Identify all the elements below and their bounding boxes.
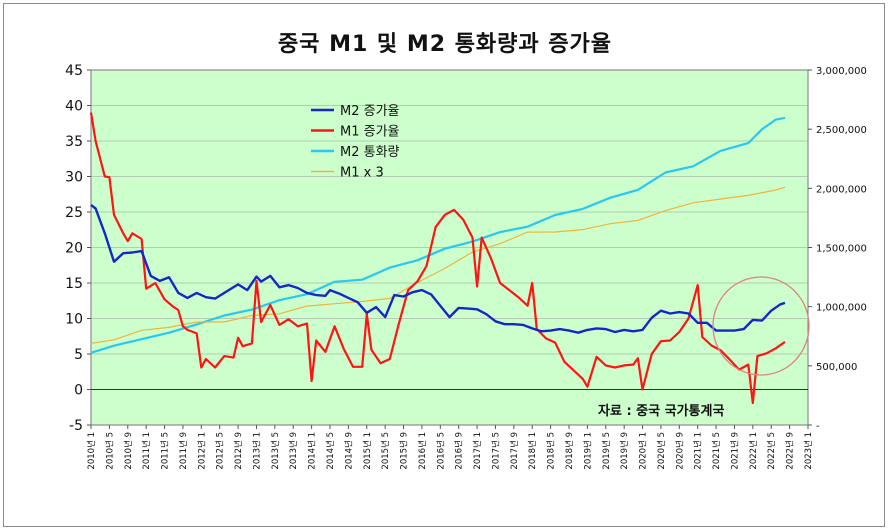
x-tick-label: 2018년 5 (546, 432, 557, 470)
x-tick-label: 2010년 1 (86, 432, 97, 470)
x-tick-label: 2023년 1 (803, 432, 814, 470)
y-right-tick-label: - (816, 421, 820, 432)
x-tick-label: 2011년 1 (141, 432, 152, 470)
y-right-tick-label: 2,500,000 (816, 125, 867, 136)
x-tick-label: 2021년 1 (693, 432, 704, 470)
x-tick-label: 2013년 1 (251, 432, 262, 470)
x-tick-label: 2011년 5 (160, 432, 171, 470)
highlight-circle (712, 276, 810, 376)
x-tick-label: 2012년 1 (196, 432, 207, 470)
y-left-tick-label: 35 (65, 134, 83, 150)
x-tick-label: 2020년 5 (656, 432, 667, 470)
x-tick-label: 2022년 5 (766, 432, 777, 470)
legend-label: M2 통화량 (340, 145, 400, 160)
y-right-tick-label: 2,000,000 (816, 184, 867, 195)
x-tick-label: 2012년 9 (233, 432, 244, 470)
y-right-tick-label: 1,000,000 (816, 303, 867, 314)
x-tick-label: 2016년 5 (435, 432, 446, 470)
axes: 45 40 35 30 25 20 15 10 5 0 -5 3,000,000 2,500,000 2,… (65, 63, 867, 470)
x-tick-label: 2022년 1 (748, 432, 759, 470)
y-right-tick-label: 3,000,000 (816, 66, 867, 77)
series-lines (89, 112, 786, 405)
y-left-tick-label: -5 (69, 418, 83, 434)
series-line-3 (89, 112, 786, 405)
y-left-tick-label: 40 (65, 99, 83, 115)
x-tick-label: 2019년 9 (619, 432, 630, 470)
x-tick-label: 2013년 9 (288, 432, 299, 470)
x-tick-label: 2015년 5 (380, 432, 391, 470)
x-tick-label: 2022년 9 (785, 432, 796, 470)
legend-label: M2 증가율 (340, 104, 400, 119)
y-left-tick-label: 45 (65, 63, 83, 79)
x-tick-label: 2016년 9 (454, 432, 465, 470)
y-left-tick-label: 25 (65, 205, 83, 221)
y-left-tick-label: 5 (74, 347, 83, 363)
y-right-tick-label: 500,000 (816, 362, 857, 373)
y-right-tick-label: 1,500,000 (816, 244, 867, 255)
x-tick-label: 2021년 5 (711, 432, 722, 470)
source-note: 자료 : 중국 국가통계국 (598, 404, 724, 419)
grid-lines (91, 105, 808, 390)
y-left-tick-label: 20 (65, 241, 83, 257)
legend-label: M1 x 3 (340, 166, 384, 181)
y-left-tick-label: 15 (65, 276, 83, 292)
x-tick-label: 2010년 9 (123, 432, 134, 470)
x-tick-label: 2014년 9 (343, 432, 354, 470)
x-tick-label: 2018년 1 (527, 432, 538, 470)
x-tick-label: 2019년 5 (601, 432, 612, 470)
legend: M2 증가율 M1 증가율 M2 통화량 M1 x 3 (311, 104, 400, 181)
x-tick-label: 2020년 1 (638, 432, 649, 470)
x-tick-label: 2014년 1 (307, 432, 318, 470)
x-tick-label: 2015년 9 (399, 432, 410, 470)
x-tick-label: 2021년 9 (729, 432, 740, 470)
y-left-tick-label: 30 (65, 170, 83, 186)
x-tick-label: 2011년 9 (178, 432, 189, 470)
x-tick-label: 2012년 5 (215, 432, 226, 470)
x-tick-label: 2019년 1 (582, 432, 593, 470)
series-line-1 (90, 116, 786, 354)
series-line-2 (90, 186, 786, 344)
x-tick-label: 2020년 9 (674, 432, 685, 470)
x-tick-label: 2013년 5 (270, 432, 281, 470)
y-left-tick-label: 10 (65, 312, 83, 328)
legend-label: M1 증가율 (340, 125, 400, 140)
x-tick-label: 2017년 1 (472, 432, 483, 470)
series-line-4 (90, 203, 786, 334)
y-left-tick-label: 0 (74, 383, 83, 399)
x-tick-label: 2015년 1 (362, 432, 373, 470)
x-tick-label: 2017년 9 (509, 432, 520, 470)
x-tick-label: 2014년 5 (325, 432, 336, 470)
x-tick-label: 2018년 9 (564, 432, 575, 470)
x-tick-label: 2010년 5 (104, 432, 115, 470)
x-tick-label: 2016년 1 (417, 432, 428, 470)
x-tick-label: 2017년 5 (490, 432, 501, 470)
chart-title: 중국 M1 및 M2 통화량과 증가율 (277, 32, 613, 57)
